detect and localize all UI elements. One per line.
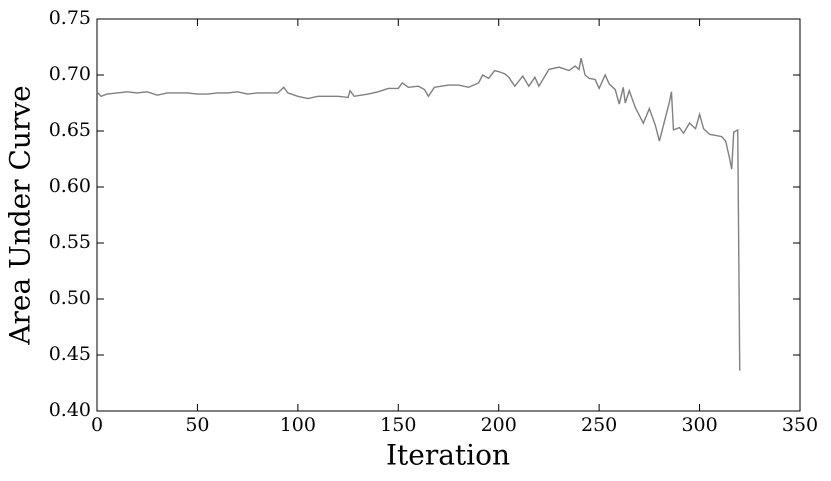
x-tick-label: 350 bbox=[782, 414, 818, 436]
x-tick-label: 0 bbox=[91, 414, 103, 436]
x-tick-label: 300 bbox=[681, 414, 717, 436]
x-tick-label: 100 bbox=[280, 414, 316, 436]
x-tick-label: 50 bbox=[185, 414, 209, 436]
y-tick-label: 0.75 bbox=[49, 7, 91, 29]
plot-frame bbox=[96, 18, 801, 412]
y-axis-label: Area Under Curve bbox=[4, 85, 37, 345]
x-tick-label: 200 bbox=[481, 414, 517, 436]
y-tick-label: 0.65 bbox=[49, 119, 91, 141]
y-tick-label: 0.50 bbox=[49, 287, 91, 309]
data-line bbox=[96, 58, 741, 371]
y-tick-label: 0.45 bbox=[49, 343, 91, 365]
y-tick-label: 0.70 bbox=[49, 63, 91, 85]
x-axis-label: Iteration bbox=[386, 439, 510, 472]
y-tick-label: 0.40 bbox=[49, 399, 91, 421]
x-tick-label: 150 bbox=[380, 414, 416, 436]
y-tick-label: 0.60 bbox=[49, 175, 91, 197]
x-tick-label: 250 bbox=[581, 414, 617, 436]
y-tick-label: 0.55 bbox=[49, 231, 91, 253]
